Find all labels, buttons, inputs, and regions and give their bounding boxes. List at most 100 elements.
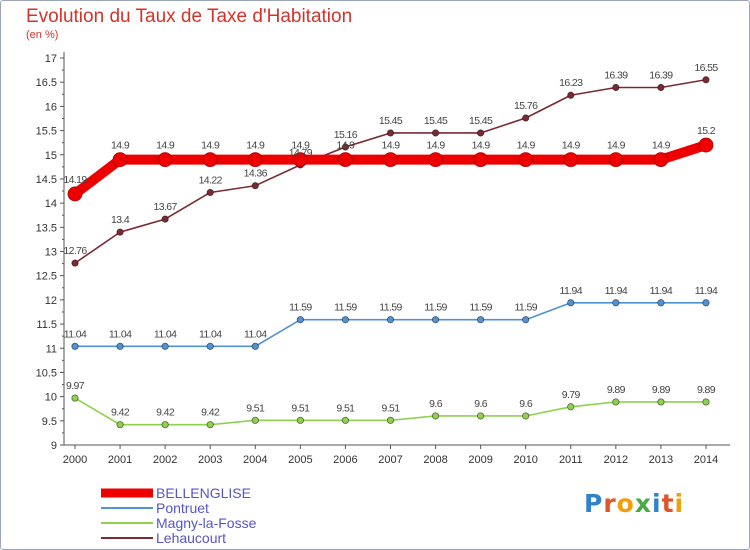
data-point [477,129,485,137]
data-label: 9.6 [474,398,488,410]
data-point [522,316,530,324]
data-point [522,114,530,122]
data-label: 9.51 [246,402,265,414]
data-label: 14.9 [517,140,536,152]
data-label: 14.79 [289,147,313,159]
data-label: 14.9 [427,140,446,152]
data-label: 9.42 [201,407,220,419]
data-label: 14.9 [607,140,626,152]
y-tick-label: 15 [45,150,57,162]
data-point [567,403,575,411]
data-label: 15.45 [379,115,403,127]
y-tick-label: 11.5 [36,319,57,331]
data-label: 16.55 [694,62,718,74]
data-point [608,152,624,167]
x-tick-label: 2010 [513,454,537,466]
x-tick-label: 2007 [378,454,402,466]
data-label: 11.59 [424,302,447,314]
logo-letter: P [584,489,604,518]
data-point [653,152,669,167]
legend-label: Lehaucourt [156,530,226,546]
data-label: 9.51 [336,402,355,414]
data-label: 14.9 [156,140,175,152]
data-point [296,316,304,324]
data-point [71,259,79,267]
logo-letter: r [603,489,617,518]
data-point [702,299,710,307]
data-point [702,398,710,406]
data-label: 9.6 [429,398,443,410]
x-tick-label: 2014 [694,454,718,466]
x-tick-label: 2001 [108,454,132,466]
data-label: 9.79 [562,389,581,401]
data-point [386,129,395,137]
logo-letter: x [634,489,652,518]
data-label: 15.2 [697,125,716,137]
data-label: 9.6 [519,398,533,410]
data-point [112,152,128,167]
data-label: 14.22 [199,174,223,186]
data-label: 9.51 [381,402,400,414]
proxiti-logo: Proxiti [584,489,684,518]
data-point [251,182,259,190]
data-labels-layer: 9.97 9.42 9.42 9.42 9.51 9.51 9.51 9.51 9.6 9.6 9.… [63,62,719,419]
chart-unit-label: (en %) [26,29,59,41]
data-point [251,342,259,350]
data-label: 11.59 [334,302,357,314]
data-label: 11.04 [199,328,222,340]
data-point [431,412,440,420]
legend: BELLENGLISEPontruetMagny-la-FosseLehauco… [101,485,257,546]
data-point [473,152,489,167]
data-label: 14.19 [63,174,87,186]
data-label: 14.9 [111,140,130,152]
logo-letter: o [616,489,635,518]
data-label: 9.89 [697,384,716,396]
data-label: 16.23 [559,77,583,89]
data-point [251,416,259,424]
y-tick-label: 14.5 [36,174,57,186]
data-label: 14.9 [246,140,265,152]
data-label: 14.9 [652,140,671,152]
x-tick-label: 2002 [153,454,177,466]
y-tick-label: 17 [45,53,57,65]
logo-letter: i [652,489,662,518]
y-tick-label: 9 [51,440,57,452]
data-label: 9.97 [66,380,85,392]
data-point [161,215,169,223]
data-point [386,416,395,424]
data-point [657,299,665,307]
y-tick-label: 14 [45,198,57,210]
data-point [431,316,440,324]
x-tick-label: 2003 [198,454,222,466]
y-tick-label: 12.5 [36,271,57,283]
y-tick-label: 10.5 [36,367,57,379]
data-point [612,299,620,307]
data-point [206,342,214,350]
data-label: 12.76 [63,245,87,257]
data-label: 11.59 [469,302,492,314]
data-label: 16.39 [604,70,628,82]
data-label: 14.9 [562,140,581,152]
data-label: 11.94 [560,285,583,297]
data-label: 15.16 [334,129,358,141]
data-label: 11.94 [605,285,628,297]
data-label: 14.9 [336,140,355,152]
data-point [428,152,443,167]
y-tick-label: 13 [45,247,57,259]
data-point [161,421,169,429]
data-point [518,152,534,167]
logo-letter: i [674,489,685,518]
data-point [341,416,350,424]
data-point [341,316,350,324]
data-label: 11.59 [514,302,537,314]
x-tick-label: 2004 [243,454,267,466]
data-label: 11.94 [650,285,673,297]
data-point [161,342,169,350]
legend-label: BELLENGLISE [156,485,251,501]
data-label: 11.59 [379,302,402,314]
data-point [247,152,263,167]
series-layer [67,76,714,429]
data-label: 14.9 [201,140,220,152]
